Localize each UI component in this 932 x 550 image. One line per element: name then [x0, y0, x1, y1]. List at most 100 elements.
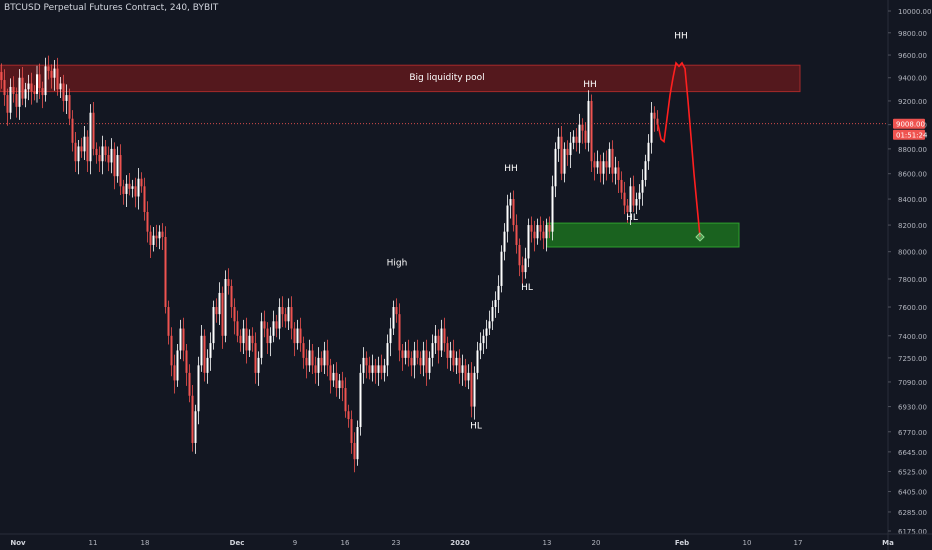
- candle-body: [404, 350, 407, 358]
- candle-body: [467, 372, 470, 381]
- candle-body: [92, 112, 95, 149]
- candle-body: [428, 357, 431, 373]
- candle-body: [80, 146, 83, 152]
- candle-body: [494, 299, 497, 308]
- candle-body: [590, 100, 593, 162]
- time-tick-label: 11: [89, 539, 98, 547]
- candle-body: [77, 146, 80, 162]
- candle-body: [569, 142, 572, 156]
- candle-body: [320, 357, 323, 366]
- candle-body: [518, 244, 521, 266]
- candle-body: [230, 285, 233, 308]
- candle-body: [254, 343, 257, 373]
- candle-body: [182, 328, 185, 351]
- candle-body: [95, 148, 98, 156]
- candle-body: [62, 83, 65, 101]
- candle-body: [149, 231, 152, 245]
- time-tick-label: 13: [543, 539, 552, 547]
- price-tick-label: 8400.00: [898, 196, 927, 204]
- candle-body: [650, 112, 653, 143]
- candle-body: [260, 321, 263, 358]
- price-tick-label: 6645.00: [898, 449, 927, 457]
- candle-body: [30, 83, 33, 92]
- candle-body: [365, 357, 368, 366]
- candle-body: [425, 350, 428, 373]
- candle-body: [350, 419, 353, 443]
- candle-body: [623, 192, 626, 206]
- price-axis[interactable]: 10000.009800.009600.009400.009200.009000…: [887, 0, 932, 550]
- candle-body: [50, 70, 53, 78]
- candle-body: [617, 167, 620, 180]
- candle-body: [563, 148, 566, 174]
- candle-body: [347, 411, 350, 420]
- candle-body: [449, 350, 452, 358]
- candle-body: [242, 328, 245, 344]
- time-tick-label: 20: [592, 539, 601, 547]
- time-tick-label: 17: [794, 539, 803, 547]
- candle-body: [380, 365, 383, 373]
- time-axis[interactable]: Nov 11 18 Dec 9 16 23 2020 13 20 Feb 10 17 Ma: [0, 533, 932, 547]
- projection-path: [657, 61, 701, 238]
- candle-body: [134, 186, 137, 197]
- candle-body: [251, 335, 254, 344]
- candle-body: [275, 321, 278, 329]
- zones-layer: Big liquidity pool: [0, 64, 888, 248]
- candle-body: [281, 307, 284, 315]
- countdown-label: 01:51:24: [896, 132, 928, 140]
- candle-body: [431, 343, 434, 358]
- candle-body: [68, 95, 71, 119]
- candle-body: [530, 225, 533, 232]
- candle-body: [455, 357, 458, 366]
- candle-body: [401, 350, 404, 358]
- price-tick-label: 7800.00: [898, 276, 927, 284]
- candle-body: [179, 328, 182, 351]
- candle-body: [572, 136, 575, 143]
- price-tick-label: 8200.00: [898, 222, 927, 230]
- candle-body: [15, 93, 18, 107]
- candle-body: [341, 380, 344, 389]
- price-tick-label: 6285.00: [898, 509, 927, 517]
- candle-body: [317, 357, 320, 373]
- candle-body: [21, 77, 24, 99]
- candle-body: [104, 146, 107, 156]
- candle-body: [395, 307, 398, 315]
- candle-body: [371, 365, 374, 373]
- candle-body: [488, 321, 491, 329]
- price-tick-label: 7250.00: [898, 355, 927, 363]
- candle-body: [626, 205, 629, 212]
- candle-body: [89, 112, 92, 162]
- candle-body: [473, 372, 476, 407]
- candle-body: [125, 183, 128, 194]
- projection-target-marker: [695, 232, 705, 242]
- candle-body: [299, 328, 302, 344]
- candle-body: [374, 365, 377, 373]
- candle-body: [536, 225, 539, 239]
- liquidity-zone: [0, 64, 801, 93]
- candle-body: [24, 89, 27, 99]
- candle-body: [38, 74, 41, 89]
- candle-body: [356, 427, 359, 460]
- candle-body: [578, 124, 581, 143]
- candle-body: [419, 357, 422, 366]
- candle-body: [545, 225, 548, 239]
- annotation-hl: HL: [626, 213, 638, 223]
- candle-body: [236, 321, 239, 336]
- candle-body: [599, 161, 602, 174]
- candle-body: [12, 86, 15, 94]
- candle-body: [509, 199, 512, 206]
- candle-body: [137, 178, 140, 197]
- candle-body: [515, 225, 518, 245]
- candle-body: [344, 388, 347, 412]
- candle-body: [638, 192, 641, 200]
- price-tick-label: 9200.00: [898, 98, 927, 106]
- candle-body: [326, 350, 329, 366]
- price-tick-label: 9600.00: [898, 52, 927, 60]
- candle-body: [389, 328, 392, 344]
- candle-body: [101, 146, 104, 162]
- candle-body: [74, 142, 77, 162]
- candle-body: [305, 357, 308, 366]
- candle-body: [56, 68, 59, 90]
- candle-body: [0, 72, 3, 81]
- candle-body: [53, 68, 56, 78]
